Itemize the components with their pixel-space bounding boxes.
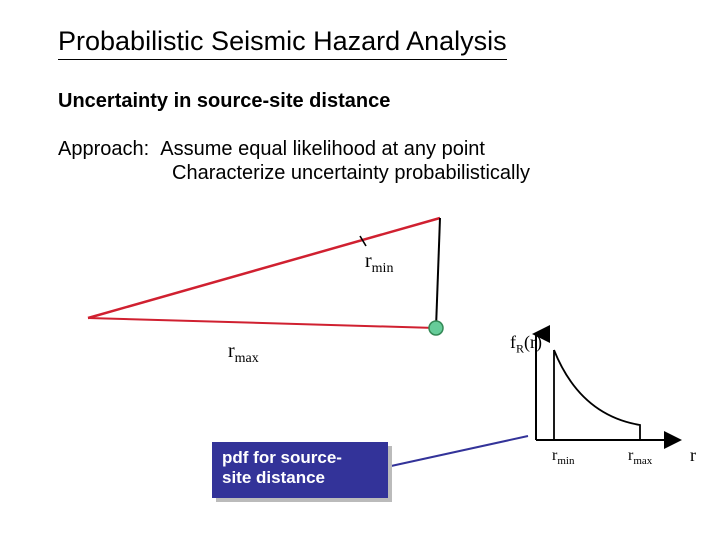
rmax-axis-label: rmax [628,447,652,467]
rmin-axis-sub: min [557,455,574,467]
rmax-line [88,318,436,328]
rmin-label: rmin [365,250,393,277]
fr-sub: R [516,342,524,356]
pdf-curve [554,350,640,440]
fr-arg: (r) [524,332,542,352]
callout-box: pdf for source- site distance [212,442,388,498]
subtitle: Uncertainty in source-site distance [58,90,390,113]
fr-label: fR(r) [510,332,542,357]
rmin-r: r [365,250,372,272]
callout-line2: site distance [222,468,378,488]
approach-label: Approach: [58,138,149,160]
approach-line2: Characterize uncertainty probabilistical… [172,162,530,185]
rmax-axis-sub: max [633,455,652,467]
approach-line1: Assume equal likelihood at any point [160,138,485,160]
r-axis-label: r [690,445,696,466]
rmin-axis-label: rmin [552,447,574,467]
rmin-line [436,218,440,328]
callout-line1: pdf for source- [222,448,378,468]
rmax-label: rmax [228,340,259,367]
rmax-r: r [228,340,235,362]
site-marker [429,321,443,335]
rmin-sub: min [372,261,394,276]
triangle-diagram [80,210,520,360]
page-title: Probabilistic Seismic Hazard Analysis [58,26,507,60]
callout-connector [380,428,540,478]
approach-text: Approach: Assume equal likelihood at any… [58,136,485,162]
rmax-sub: max [235,351,259,366]
